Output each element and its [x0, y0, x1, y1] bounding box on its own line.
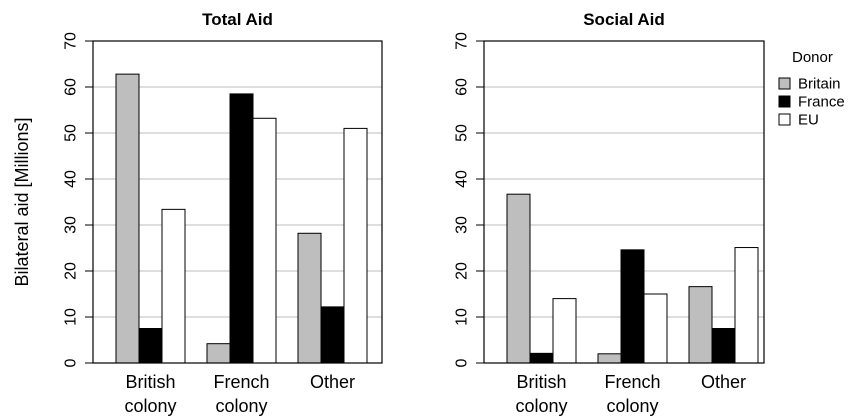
category-label: French colony	[604, 372, 660, 416]
legend-label-eu: EU	[798, 112, 819, 129]
y-axis-label: Bilateral aid [Millions]	[12, 117, 32, 286]
bar-britain-2	[206, 343, 231, 364]
bar-eu-3	[734, 247, 759, 364]
y-tick-label: 10	[63, 308, 80, 326]
chart-panel-1: British colony French colony Other 0 10 20 30 40 5…	[63, 10, 383, 416]
bar-britain-3	[297, 232, 322, 364]
y-tick-label: 50	[63, 124, 80, 142]
bar-france-1	[138, 328, 163, 364]
legend-title: Donor	[792, 49, 833, 66]
panel-title: Social Aid	[583, 10, 665, 29]
bar-eu-1	[552, 298, 577, 364]
bar-france-3	[711, 328, 736, 364]
bar-britain-1	[115, 73, 140, 364]
panel-title: Total Aid	[202, 10, 273, 29]
bar-france-2	[229, 93, 254, 364]
y-tick-label: 30	[454, 216, 471, 234]
y-tick-label: 60	[63, 78, 80, 96]
y-tick-label: 60	[454, 78, 471, 96]
plot-frame	[92, 40, 383, 364]
y-tick-label: 40	[454, 170, 471, 188]
bar-france-2	[620, 249, 645, 364]
y-tick-label: 30	[63, 216, 80, 234]
bar-britain-1	[506, 193, 531, 364]
y-tick-label: 40	[63, 170, 80, 188]
legend-swatch-britain	[778, 77, 791, 90]
y-tick-label: 0	[63, 358, 80, 367]
bar-britain-2	[597, 353, 622, 364]
y-tick-label: 70	[454, 32, 471, 50]
bar-eu-2	[252, 117, 277, 364]
bar-eu-2	[643, 293, 668, 364]
bar-france-3	[320, 306, 345, 364]
legend-label-britain: Britain	[798, 76, 841, 93]
y-tick-label: 20	[63, 262, 80, 280]
category-label: French colony	[213, 372, 269, 416]
y-tick-label: 50	[454, 124, 471, 142]
y-tick-label: 20	[454, 262, 471, 280]
y-tick-label: 10	[454, 308, 471, 326]
legend-swatch-france	[778, 95, 791, 108]
y-tick-label: 0	[454, 358, 471, 367]
category-label: Other	[701, 372, 746, 392]
y-tick-label: 70	[63, 32, 80, 50]
category-label: British colony	[124, 372, 176, 416]
bar-eu-3	[343, 127, 368, 364]
chart-panel-2: British colony French colony Other 0 10 20 30 40 5…	[454, 10, 765, 416]
bar-france-1	[529, 352, 554, 364]
bar-eu-1	[161, 208, 186, 364]
legend-swatch-eu	[778, 113, 791, 126]
plot-frame	[483, 40, 765, 364]
category-label: Other	[310, 372, 355, 392]
bar-britain-3	[688, 286, 713, 364]
legend-label-france: France	[798, 94, 845, 111]
category-label: British colony	[515, 372, 567, 416]
